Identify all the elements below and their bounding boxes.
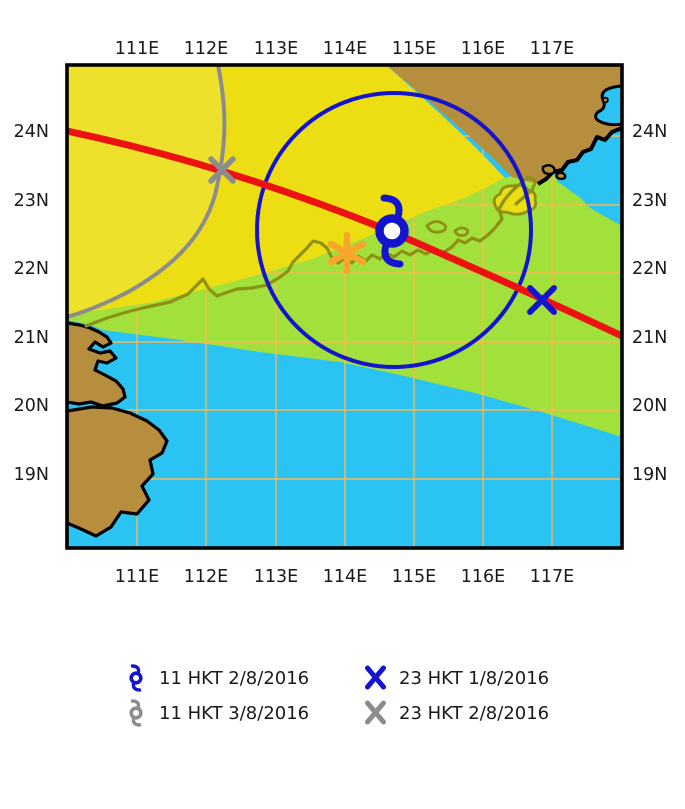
axis-tick-label: 111E — [115, 39, 159, 59]
axis-tick-label: 24N — [14, 122, 49, 142]
axis-tick-label: 114E — [323, 567, 367, 587]
axis-tick-label: 21N — [632, 328, 667, 348]
axis-tick-label: 113E — [254, 567, 298, 587]
legend-label: 11 HKT 2/8/2016 — [159, 667, 310, 689]
axis-tick-label: 117E — [530, 39, 574, 59]
axis-tick-label: 22N — [14, 259, 49, 279]
legend-item: 11 HKT 3/8/2016 — [124, 697, 309, 729]
axis-tick-label: 115E — [392, 567, 436, 587]
axis-tick-label: 111E — [115, 567, 159, 587]
axis-tick-label: 23N — [14, 191, 49, 211]
axis-tick-label: 112E — [184, 567, 228, 587]
axis-tick-label: 23N — [632, 191, 667, 211]
island-east — [541, 164, 556, 176]
land-northeast — [386, 65, 622, 184]
legend-label: 23 HKT 1/8/2016 — [399, 667, 550, 689]
map-border — [65, 63, 624, 550]
axis-tick-label: 20N — [632, 396, 667, 416]
x-marker-icon-gray — [365, 700, 386, 725]
axis-tick-label: 115E — [392, 39, 436, 59]
x-marker-icon-blue-map — [527, 285, 557, 315]
cyclone-track-map: 111E 112E 113E 114E 115E 116E 117E 111E … — [14, 39, 668, 587]
hong-kong-asterisk-icon — [327, 231, 367, 275]
islet-northeast — [602, 96, 609, 104]
probability-circle-48h — [67, 65, 227, 319]
axis-tick-label: 116E — [461, 39, 505, 59]
longitude-axis-bottom: 111E 112E 113E 114E 115E 116E 117E — [115, 567, 574, 587]
axis-tick-label: 21N — [14, 328, 49, 348]
latitude-axis-right: 24N 23N 22N 21N 20N 19N — [632, 122, 667, 485]
latitude-axis-left: 24N 23N 22N 21N 20N 19N — [14, 122, 49, 485]
legend-item: 11 HKT 2/8/2016 — [124, 662, 309, 694]
legend-label: 11 HKT 3/8/2016 — [159, 702, 310, 724]
sea-area-northeast — [553, 128, 622, 226]
island-shaded — [425, 220, 448, 234]
axis-tick-label: 24N — [632, 122, 667, 142]
land-southwest-island — [67, 405, 169, 538]
coastal-bay-northeast — [594, 84, 622, 127]
axis-tick-label: 20N — [14, 396, 49, 416]
axis-tick-label: 19N — [14, 465, 49, 485]
axis-tick-label: 117E — [530, 567, 574, 587]
typhoon-icon-gray — [129, 699, 143, 727]
axis-tick-label: 22N — [632, 259, 667, 279]
x-marker-icon-gray-map — [208, 156, 236, 184]
axis-tick-label: 113E — [254, 39, 298, 59]
probability-circle-24h — [255, 91, 533, 369]
legend-label: 23 HKT 2/8/2016 — [399, 702, 550, 724]
island-shaded-small — [453, 226, 470, 237]
typhoon-icon-blue-map — [375, 194, 409, 268]
probability-circle-overlap-tint — [67, 65, 225, 315]
legend-item: 23 HKT 1/8/2016 — [364, 662, 549, 694]
axis-tick-label: 19N — [632, 465, 667, 485]
axis-tick-label: 116E — [461, 567, 505, 587]
island-east-small — [555, 171, 567, 181]
legend-item: 23 HKT 2/8/2016 — [364, 697, 549, 729]
typhoon-icon-blue — [129, 664, 143, 692]
axis-tick-label: 114E — [323, 39, 367, 59]
longitude-axis-top: 111E 112E 113E 114E 115E 116E 117E — [115, 39, 574, 59]
axis-tick-label: 112E — [184, 39, 228, 59]
x-marker-icon-blue — [365, 665, 386, 690]
